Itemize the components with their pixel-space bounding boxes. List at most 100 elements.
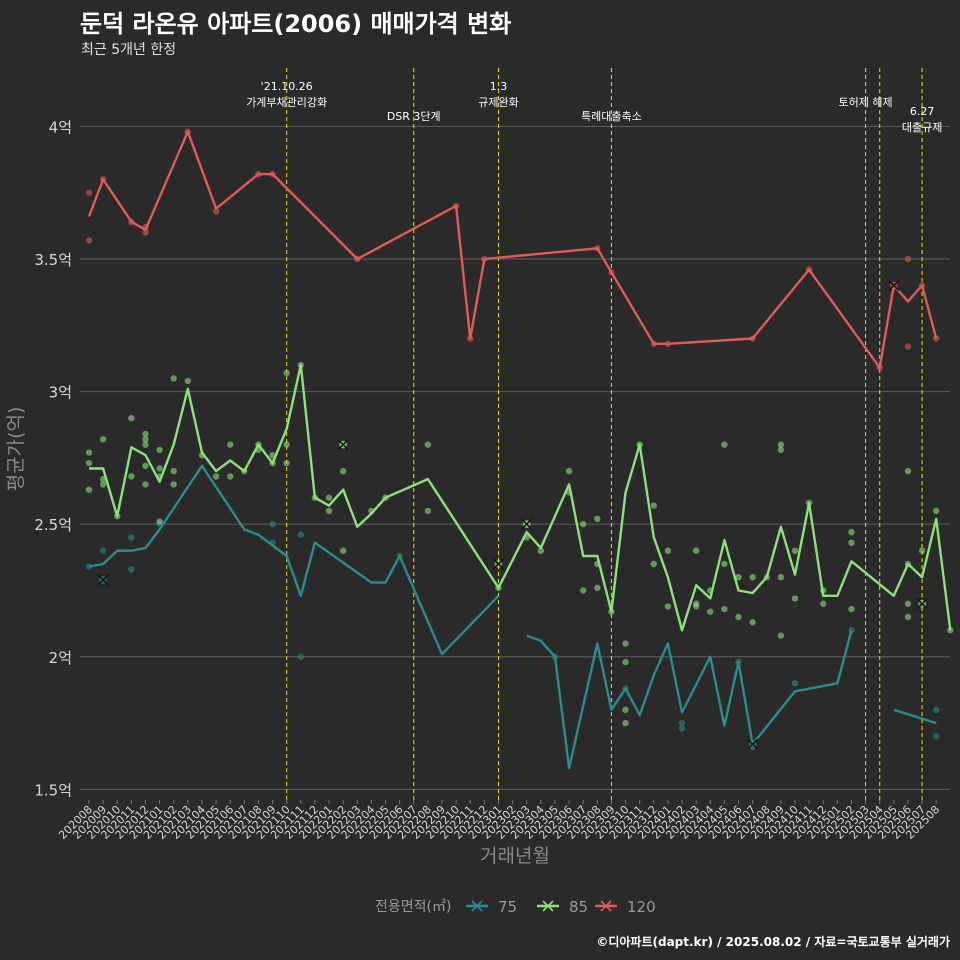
point-120 [650,340,657,348]
point-85 [227,473,234,480]
point-85 [156,446,163,454]
point-85 [255,446,262,454]
event-label: 규제완화 [478,96,518,109]
point-120 [212,208,220,215]
point-85 [128,473,135,480]
point-85 [339,547,347,554]
point-85 [580,520,587,528]
point-85 [142,462,149,470]
point-85 [735,574,742,581]
point-85 [749,619,756,626]
point-85 [848,539,855,546]
point-85 [311,494,319,501]
point-85 [594,584,601,592]
point-85 [142,481,149,488]
point-75 [933,706,940,714]
point-85 [918,547,926,554]
legend-label-120: 120 [627,898,656,916]
y-tick-label: 2.5억 [34,516,72,534]
point-75 [128,534,135,541]
point-85 [283,459,290,467]
point-85 [156,465,163,472]
point-85 [297,361,304,369]
point-85 [495,584,502,592]
point-85 [523,534,530,541]
point-85 [142,430,149,438]
point-75 [735,658,742,666]
point-85 [777,446,785,454]
y-tick-label: 3.5억 [34,251,72,269]
point-85 [650,560,657,568]
point-85 [904,600,912,607]
point-85 [424,507,432,515]
point-85 [608,608,615,615]
point-120 [354,255,361,263]
point-85 [283,441,290,448]
point-85 [198,452,206,459]
point-85 [184,377,192,385]
point-75 [85,563,93,570]
point-120 [918,282,926,289]
point-85 [325,507,333,515]
event-label: 토허제 해제 [839,95,893,109]
point-85 [580,587,587,594]
x-axis-ticks: 2020082020092020102020112020122021012021… [56,800,942,842]
point-85 [114,513,121,520]
point-85 [170,467,177,475]
point-75 [396,552,403,560]
point-120 [608,269,615,276]
point-85 [763,574,770,581]
point-75 [933,733,940,740]
chart-title: 둔덕 라온유 아파트(2006) 매매가격 변화 [80,10,512,38]
point-120 [99,176,107,183]
point-75 [791,680,799,687]
series-lines [87,130,952,770]
point-85 [848,528,855,536]
y-axis-label: 평균가(억) [5,407,27,492]
line-75 [88,464,500,656]
point-85 [777,632,785,639]
point-85 [721,441,728,448]
point-85 [664,547,672,554]
transaction-points [85,128,954,751]
legend: 전용면적(㎡) 75 85 120 [375,898,656,916]
source-caption: ©디아파트(dapt.kr) / 2025.08.02 / 자료=국토교통부 실… [596,935,950,949]
point-85 [777,441,785,448]
point-85 [594,560,601,568]
event-label: '21.10.26 [261,80,313,93]
point-85 [565,467,573,475]
point-75 [128,566,135,573]
point-85 [142,436,149,443]
point-85 [325,494,333,501]
point-75 [99,547,107,554]
point-75 [678,725,686,732]
point-85 [791,547,799,554]
point-120 [467,335,474,342]
point-85 [791,595,799,602]
chart-subtitle: 최근 5개년 한정 [81,42,177,58]
point-85 [692,603,700,610]
point-85 [622,640,629,647]
point-120 [85,189,93,196]
point-85 [933,507,940,515]
point-85 [735,613,742,621]
point-120 [933,335,940,342]
point-75 [848,627,855,634]
point-85 [255,441,262,448]
line-75 [526,629,853,770]
point-85 [904,467,912,475]
point-85 [424,441,432,448]
legend-key-mark-120 [600,900,612,912]
point-85 [382,494,389,501]
point-85 [156,518,163,525]
point-85 [170,375,177,382]
cancelled-mark-85 [492,558,504,570]
point-120 [452,202,460,210]
point-120 [749,335,756,342]
point-85 [636,441,643,448]
point-85 [99,481,107,488]
point-85 [707,608,714,615]
cancelled-mark-75 [97,574,109,586]
point-120 [481,255,488,263]
